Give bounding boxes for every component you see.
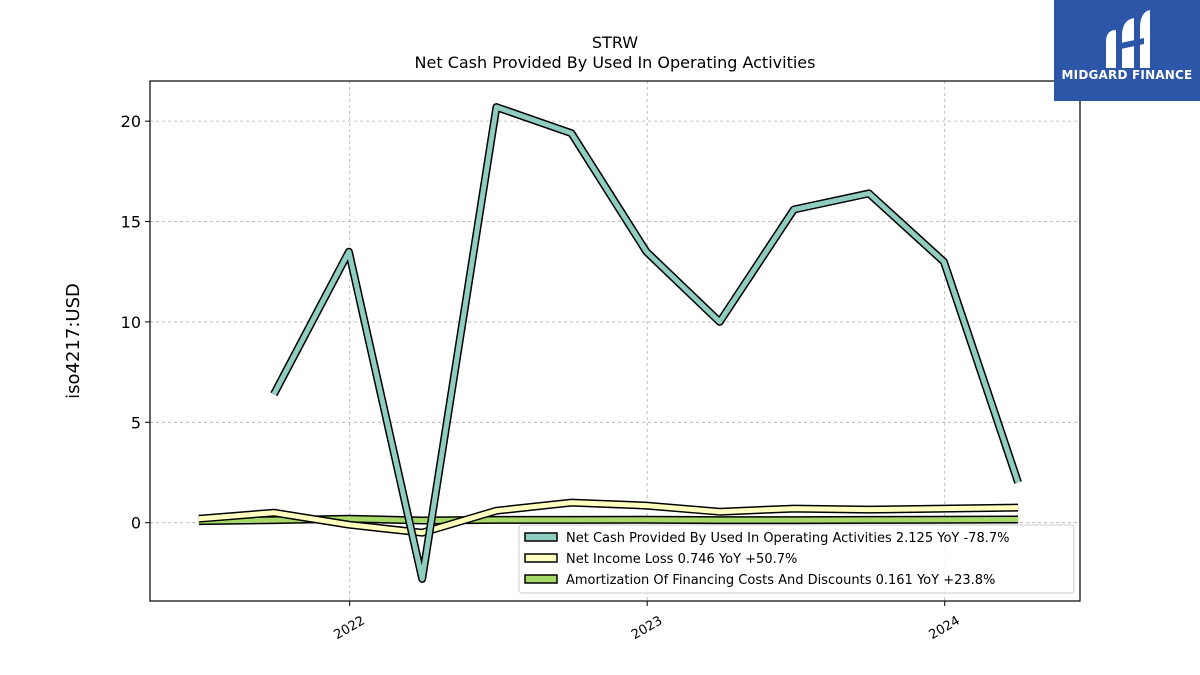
y-tick-label: 10 <box>121 313 141 332</box>
logo-text: MIDGARD FINANCE <box>1061 68 1193 82</box>
logo-mark-icon <box>1106 10 1150 68</box>
chart-title: STRW <box>592 33 638 52</box>
legend-box <box>518 524 1075 594</box>
series-line-group <box>270 103 1022 583</box>
brand-logo: MIDGARD FINANCE <box>1054 0 1200 101</box>
legend-label: Net Cash Provided By Used In Operating A… <box>566 531 1009 546</box>
y-axis-label: iso4217:USD <box>63 283 84 399</box>
y-tick-label: 15 <box>121 213 141 232</box>
legend: Net Cash Provided By Used In Operating A… <box>518 524 1075 594</box>
legend-label: Amortization Of Financing Costs And Disc… <box>566 573 995 588</box>
y-tick-label: 5 <box>131 413 141 432</box>
y-tick-label: 20 <box>121 112 141 131</box>
series-lines <box>198 103 1022 583</box>
x-tick-label: 2022 <box>332 613 368 643</box>
legend-label: Net Income Loss 0.746 YoY +50.7% <box>566 552 797 567</box>
legend-swatch <box>524 574 558 584</box>
grid <box>150 81 1080 601</box>
series-line <box>198 500 1019 536</box>
legend-swatch <box>524 532 558 542</box>
x-tick-label: 2023 <box>629 613 665 643</box>
chart-subtitle: Net Cash Provided By Used In Operating A… <box>415 53 816 72</box>
y-tick-label: 0 <box>131 514 141 533</box>
x-tick-label: 2024 <box>927 613 963 643</box>
series-line <box>271 104 1021 582</box>
legend-swatch <box>524 553 558 563</box>
series-line-group <box>198 498 1019 537</box>
plot-frame <box>149 80 1081 602</box>
